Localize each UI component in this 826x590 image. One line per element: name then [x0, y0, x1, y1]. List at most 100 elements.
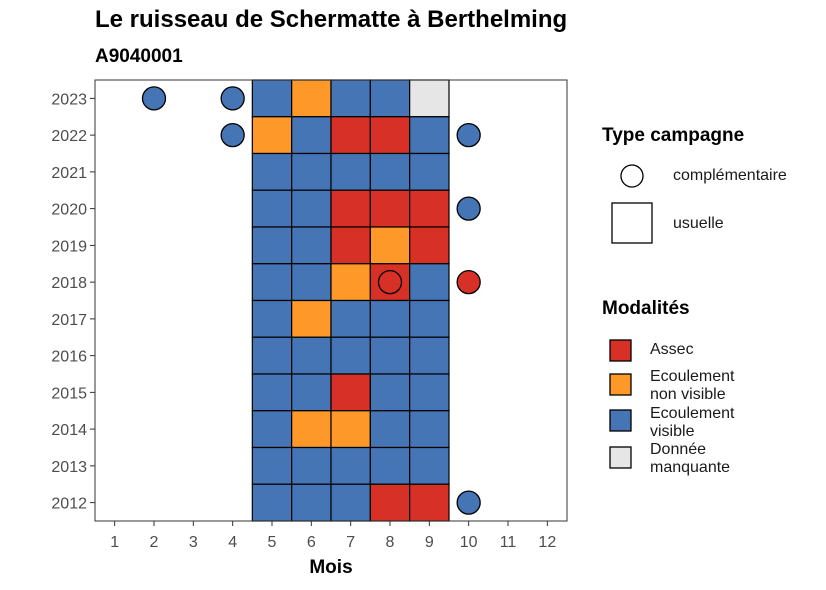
- point-2022-m10: [456, 122, 481, 148]
- tile-2017-m5: [251, 299, 293, 338]
- y-tick-label-2014: 2014: [51, 422, 87, 439]
- tile-2014-m6: [291, 410, 332, 449]
- tile-2013-m6: [291, 446, 332, 485]
- point-2012-m10: [456, 490, 481, 515]
- x-tick-label-11: 11: [500, 534, 517, 551]
- tile-2021-m9: [409, 152, 450, 191]
- y-tick-label-2016: 2016: [51, 349, 87, 366]
- x-tick-label-5: 5: [268, 534, 277, 551]
- tile-2023-m5: [251, 79, 293, 118]
- tile-2021-m6: [291, 152, 332, 191]
- tile-2022-m6: [291, 116, 332, 155]
- x-tick-label-9: 9: [425, 534, 434, 551]
- tile-2013-m8: [369, 446, 411, 485]
- tile-2017-m6: [291, 299, 332, 338]
- tile-2023-m7: [330, 79, 371, 118]
- x-tick-label-8: 8: [386, 534, 395, 551]
- tile-2012-m7: [330, 483, 371, 522]
- tile-2016-m8: [369, 336, 411, 375]
- tile-2018-m9: [409, 263, 450, 302]
- legend-assec-key: [609, 339, 632, 362]
- tile-2020-m6: [291, 189, 332, 228]
- tile-2015-m8: [369, 373, 411, 412]
- y-tick-label-2012: 2012: [51, 496, 87, 513]
- tile-2019-m7: [330, 226, 371, 265]
- tile-2019-m8: [369, 226, 411, 265]
- tile-2013-m5: [251, 446, 293, 485]
- tile-2021-m5: [251, 152, 293, 191]
- legend-ecoulement-non-visible-label: Ecoulement non visible: [650, 368, 735, 404]
- tile-2012-m6: [291, 483, 332, 522]
- y-tick-label-2019: 2019: [51, 238, 87, 255]
- tile-2016-m6: [291, 336, 332, 375]
- y-tick-label-2023: 2023: [51, 91, 87, 108]
- tile-2016-m5: [251, 336, 293, 375]
- x-tick-label-2: 2: [150, 534, 159, 551]
- point-2023-m2: [141, 86, 167, 111]
- tile-2023-m8: [369, 79, 411, 118]
- tile-2016-m9: [409, 336, 450, 375]
- tile-2020-m9: [409, 189, 450, 228]
- tile-2016-m7: [330, 336, 371, 375]
- tile-2018-m7: [330, 263, 371, 302]
- tile-2019-m5: [251, 226, 293, 265]
- legend-modalites-title: Modalités: [602, 298, 690, 319]
- legend-ecoulement-visible-label: Ecoulement visible: [650, 405, 735, 441]
- legend-ev-line-2: visible: [650, 423, 695, 440]
- x-tick-label-4: 4: [228, 534, 237, 551]
- point-2022-m4: [220, 122, 245, 148]
- tile-2012-m9: [409, 483, 450, 522]
- tile-2017-m7: [330, 299, 371, 338]
- tile-2021-m7: [330, 152, 371, 191]
- legend-donnee-manquante-key: [609, 446, 632, 469]
- tile-2018-m6: [291, 263, 332, 302]
- tile-2019-m6: [291, 226, 332, 265]
- tile-2012-m8: [369, 483, 411, 522]
- tile-2015-m7: [330, 373, 371, 412]
- tile-2022-m9: [409, 116, 450, 155]
- panel-border: [94, 79, 568, 522]
- x-tick-label-6: 6: [307, 534, 316, 551]
- tile-2014-m7: [330, 410, 371, 449]
- tile-2015-m5: [251, 373, 293, 412]
- y-tick-label-2015: 2015: [51, 385, 87, 402]
- tile-2022-m8: [369, 116, 411, 155]
- legend-type-usuelle-label: usuelle: [673, 215, 724, 232]
- tile-2020-m5: [251, 189, 293, 228]
- y-tick-label-2013: 2013: [51, 459, 87, 476]
- tile-2017-m8: [369, 299, 411, 338]
- tile-2012-m5: [251, 483, 293, 522]
- x-tick-label-3: 3: [189, 534, 198, 551]
- x-tick-label-7: 7: [346, 534, 355, 551]
- tile-2013-m7: [330, 446, 371, 485]
- legend-assec-label-line: Assec: [650, 341, 694, 358]
- point-2018-m10: [456, 269, 481, 295]
- tile-2014-m8: [369, 410, 411, 449]
- x-tick-label-12: 12: [538, 534, 556, 551]
- tile-2020-m7: [330, 189, 371, 228]
- legend-type-title: Type campagne: [602, 125, 745, 146]
- tile-2018-m5: [251, 263, 293, 302]
- x-tick-label-10: 10: [460, 534, 478, 551]
- legend-type-complementaire-key: [620, 164, 644, 188]
- legend-ecoulement-visible-key: [609, 409, 632, 432]
- tile-2019-m9: [409, 226, 450, 265]
- y-tick-label-2017: 2017: [51, 312, 87, 329]
- tile-2013-m9: [409, 446, 450, 485]
- point-2023-m4: [220, 86, 245, 111]
- tile-2022-m5: [251, 116, 293, 155]
- point-2018-m8: [377, 269, 403, 295]
- legend-type-complementaire-label: complémentaire: [673, 167, 787, 184]
- legend-donnee-manquante-label: Donnée manquante: [650, 441, 730, 477]
- tile-2015-m9: [409, 373, 450, 412]
- legend-ecoulement-non-visible-key: [609, 373, 632, 396]
- x-tick-label-1: 1: [110, 534, 119, 551]
- y-tick-label-2018: 2018: [51, 275, 87, 292]
- tile-2023-m9: [409, 79, 450, 118]
- tile-2021-m8: [369, 152, 411, 191]
- legend-enov-line-1: Ecoulement: [650, 368, 735, 385]
- y-tick-label-2022: 2022: [51, 128, 87, 145]
- tile-2023-m6: [291, 79, 332, 118]
- legend-dm-line-1: Donnée: [650, 441, 707, 458]
